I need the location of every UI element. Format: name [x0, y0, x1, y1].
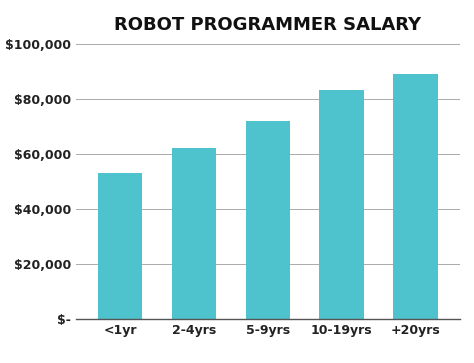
Title: ROBOT PROGRAMMER SALARY: ROBOT PROGRAMMER SALARY	[114, 16, 421, 34]
Bar	[393, 74, 438, 319]
Bar	[319, 90, 364, 319]
Bar	[98, 173, 142, 319]
Bar	[246, 121, 290, 319]
Bar	[172, 148, 216, 319]
